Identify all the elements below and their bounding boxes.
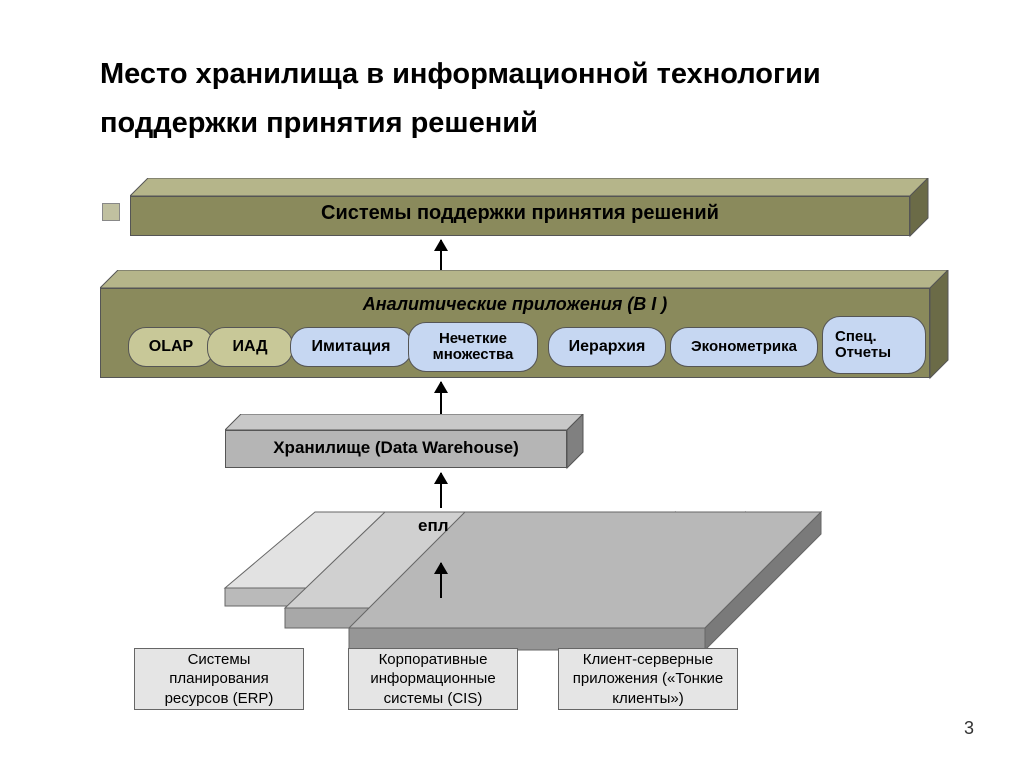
- warehouse-bar-label: Хранилище (Data Warehouse): [225, 438, 567, 458]
- bullet-icon: [102, 203, 120, 221]
- bottom-box-label: Клиент-серверные приложения («Тонкие кли…: [563, 650, 733, 709]
- bottom-box-label: Корпоративные информационные системы (CI…: [353, 650, 513, 709]
- pill-imitation: Имитация: [290, 327, 412, 367]
- pill-iad: ИАД: [207, 327, 293, 367]
- pill-econometrics: Эконометрика: [670, 327, 818, 367]
- bottom-box-cis: Корпоративные информационные системы (CI…: [348, 648, 518, 710]
- pill-olap: OLAP: [128, 327, 214, 367]
- pill-label: ИАД: [232, 338, 267, 356]
- pill-label: OLAP: [149, 338, 193, 356]
- top-bar-label: Системы поддержки принятия решений: [130, 202, 910, 225]
- pill-label: Имитация: [312, 338, 391, 356]
- bottom-box-label: Системы планирования ресурсов (ERP): [139, 650, 299, 709]
- pill-reports: Спец. Отчеты: [822, 316, 926, 374]
- partial-label: епл: [418, 516, 449, 536]
- slide-title: Место хранилища в информационной техноло…: [100, 50, 920, 149]
- analytics-bar-label: Аналитические приложения (B I ): [100, 294, 930, 315]
- pill-label: Спец. Отчеты: [835, 329, 921, 362]
- bottom-box-erp: Системы планирования ресурсов (ERP): [134, 648, 304, 710]
- bottom-box-thin: Клиент-серверные приложения («Тонкие кли…: [558, 648, 738, 710]
- pill-hierarchy: Иерархия: [548, 327, 666, 367]
- pill-fuzzy: Нечеткие множества: [408, 322, 538, 372]
- pill-label: Эконометрика: [691, 339, 797, 356]
- arrow-icon: [440, 563, 442, 598]
- pill-label: Иерархия: [569, 338, 646, 356]
- pill-label: Нечеткие множества: [413, 331, 533, 364]
- arrow-icon: [440, 382, 442, 417]
- page-number: 3: [964, 718, 974, 739]
